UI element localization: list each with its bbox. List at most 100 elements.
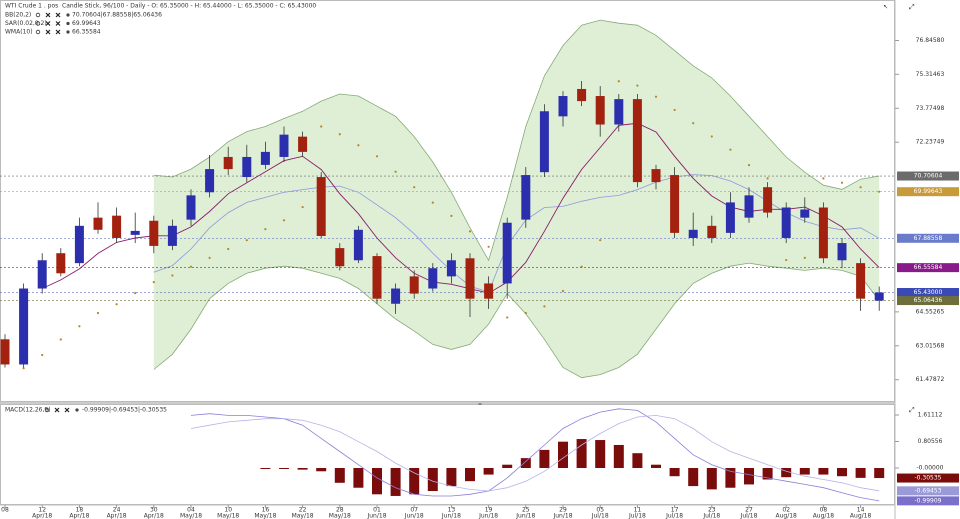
- visibility-icon[interactable]: [44, 407, 50, 413]
- close-icon[interactable]: [45, 29, 51, 35]
- divider-handle[interactable]: ═: [477, 402, 482, 408]
- candle-body: [37, 260, 47, 289]
- signal-line: [190, 414, 880, 492]
- sar-dot: [208, 256, 211, 259]
- visibility-icon[interactable]: [35, 21, 41, 26]
- close-icon[interactable]: [45, 21, 51, 26]
- x-month-label: Jun/18: [478, 513, 498, 519]
- histogram-bar: [706, 467, 717, 490]
- y-tick-label: 72.23749: [916, 139, 945, 146]
- x-month-label: Jul/18: [591, 513, 609, 519]
- sar-dot: [301, 205, 304, 209]
- histogram-bar: [669, 467, 680, 477]
- close-icon[interactable]: [45, 12, 51, 18]
- close-icon[interactable]: [64, 407, 70, 413]
- wma-line: [42, 122, 880, 294]
- sar-dot: [282, 219, 286, 222]
- histogram-bar: [334, 467, 345, 483]
- candle-body: [744, 195, 754, 218]
- sar-dot: [487, 245, 490, 248]
- histogram-bar: [483, 467, 494, 475]
- sar-dot: [189, 265, 193, 268]
- sar-dot: [320, 125, 323, 128]
- bollinger-lower: [153, 262, 880, 379]
- y-tick-label: 1.61112: [918, 411, 943, 418]
- price-label-box: [897, 473, 959, 483]
- macd-title: MACD(12,26,9): [5, 407, 51, 414]
- sar-dot: [673, 108, 676, 112]
- chart-subtitle: Candle Stick, 96/100 - Daily - O: 65.350…: [62, 3, 316, 10]
- candle-body: [465, 258, 475, 299]
- sar-dot: [413, 186, 416, 189]
- histogram-bar: [427, 467, 438, 492]
- histogram-bar: [762, 467, 773, 480]
- price-label: 65.43000: [914, 289, 943, 296]
- candle-body: [391, 288, 401, 304]
- settings-icon[interactable]: [66, 13, 70, 17]
- visibility-icon[interactable]: [35, 12, 41, 18]
- bollinger-middle: [153, 174, 880, 293]
- price-label-box: [897, 171, 959, 181]
- candle-body: [149, 220, 159, 246]
- y-tick-label: 75.31463: [916, 71, 945, 78]
- candle-body: [316, 177, 326, 236]
- indicator-name: WMA(10): [5, 29, 33, 36]
- indicator-value: 70.70604|67.88558|65.06436: [72, 12, 162, 19]
- close-icon[interactable]: [55, 12, 61, 18]
- histogram-bar: [837, 467, 847, 477]
- close-icon[interactable]: [54, 407, 60, 413]
- histogram-bar: [651, 464, 661, 468]
- sar-dot: [692, 122, 695, 125]
- sar-dot: [766, 177, 769, 180]
- settings-icon[interactable]: [75, 408, 79, 412]
- x-tick-label: 07: [410, 507, 418, 514]
- candle-body: [763, 187, 773, 213]
- sar-dot: [59, 338, 62, 341]
- candle-body: [856, 263, 866, 299]
- candle-body: [502, 222, 512, 284]
- price-label-box: [897, 187, 959, 197]
- maximize-icon[interactable]: ⤢: [909, 3, 915, 11]
- candle-body: [56, 253, 66, 274]
- sar-dot: [431, 201, 434, 204]
- histogram-bar: [353, 467, 364, 488]
- candle-body: [707, 225, 717, 238]
- x-tick-label: 25: [522, 507, 530, 514]
- price-label-box: [897, 486, 959, 496]
- indicator-name: BB(20,2): [5, 12, 31, 19]
- candle-body: [74, 225, 84, 264]
- candle-body: [260, 151, 270, 165]
- y-tick-label: 76.84580: [916, 37, 945, 44]
- candle-body: [781, 207, 791, 238]
- close-icon[interactable]: [55, 21, 61, 26]
- sar-dot: [264, 228, 267, 231]
- candle-body: [428, 268, 438, 289]
- candle-body: [279, 134, 289, 157]
- settings-icon[interactable]: [66, 30, 70, 34]
- visibility-icon[interactable]: [35, 29, 41, 35]
- price-label: 66.55584: [914, 264, 943, 271]
- sar-dot: [338, 133, 341, 136]
- x-tick-label: 10: [224, 507, 232, 514]
- maximize-icon[interactable]: ⤢: [909, 406, 915, 414]
- close-icon[interactable]: [55, 29, 61, 35]
- candle-body: [558, 96, 568, 117]
- candle-body: [688, 229, 698, 238]
- x-tick-label: 22: [299, 507, 307, 514]
- x-tick-label: 08: [820, 507, 828, 514]
- candle-body: [0, 339, 10, 365]
- scroll-icon[interactable]: ↖: [883, 4, 888, 11]
- candle-body: [353, 229, 363, 261]
- price-label-box: [897, 263, 959, 273]
- sar-dot: [822, 177, 825, 180]
- candle-body: [521, 175, 531, 220]
- price-label-box: [897, 496, 959, 506]
- candle-body: [670, 175, 680, 233]
- x-tick-label: 11: [634, 507, 642, 514]
- y-tick-label: 64.55265: [916, 308, 945, 315]
- settings-icon[interactable]: [66, 21, 70, 26]
- price-label: 70.70604: [914, 173, 943, 180]
- x-tick-label: 12: [38, 507, 46, 514]
- x-tick-label: 27: [745, 507, 753, 514]
